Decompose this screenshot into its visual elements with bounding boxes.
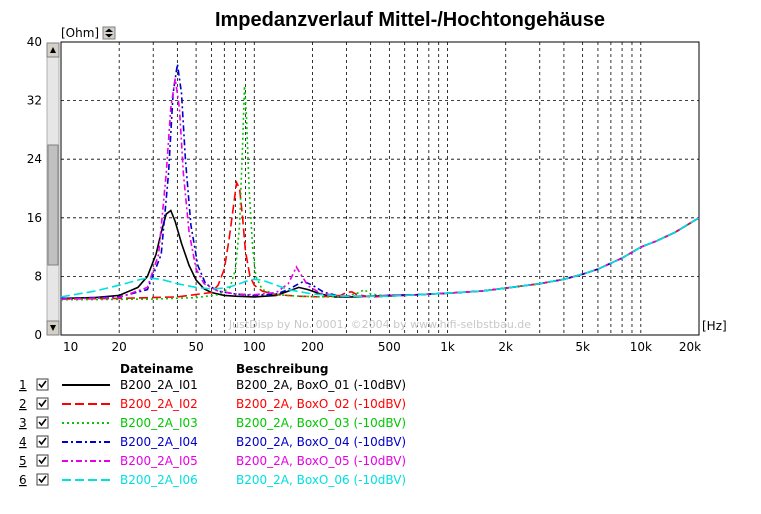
y-tick-label: 32 — [27, 94, 42, 108]
check-icon — [38, 456, 47, 465]
series-line-4 — [60, 63, 700, 300]
legend-row-number[interactable]: 4 — [19, 435, 27, 449]
y-tick-label: 8 — [34, 269, 42, 283]
y-scrollbar[interactable] — [46, 42, 60, 336]
legend-row-number[interactable]: 3 — [19, 416, 27, 430]
legend-row-number[interactable]: 2 — [19, 397, 27, 411]
legend-description: B200_2A, BoxO_02 (-10dBV) — [236, 397, 406, 411]
scroll-up-icon[interactable] — [50, 47, 56, 53]
legend-row-number[interactable]: 1 — [19, 378, 27, 392]
curves — [60, 63, 700, 301]
x-axis-unit: [Hz] — [702, 319, 727, 333]
check-icon — [38, 437, 47, 446]
legend-filename: B200_2A_I03 — [120, 416, 198, 430]
x-tick-label: 20 — [112, 340, 127, 354]
series-line-6 — [60, 217, 700, 298]
legend-filename: B200_2A_I06 — [120, 473, 198, 487]
x-tick-label: 1k — [440, 340, 455, 354]
legend-filename: B200_2A_I04 — [120, 435, 198, 449]
x-tick-labels: 10 20 50 100 200 500 1k 2k 5k 10k 20k — [63, 340, 701, 354]
spin-up-icon[interactable] — [105, 28, 113, 33]
x-tick-label: 10k — [630, 340, 652, 354]
y-tick-label: 24 — [27, 152, 42, 166]
scrollbar-thumb[interactable] — [47, 144, 59, 266]
y-tick-label: 0 — [34, 328, 42, 342]
legend-header-filename: Dateiname — [120, 362, 193, 376]
spin-down-icon[interactable] — [105, 34, 113, 38]
legend-row-number[interactable]: 6 — [19, 473, 27, 487]
x-tick-label: 5k — [575, 340, 590, 354]
x-tick-label: 100 — [243, 340, 266, 354]
x-tick-label: 2k — [498, 340, 513, 354]
legend-row-number[interactable]: 5 — [19, 454, 27, 468]
y-spinner[interactable] — [102, 26, 116, 40]
y-tick-labels: 0 8 16 24 32 40 — [27, 35, 42, 342]
x-tick-label: 20k — [679, 340, 701, 354]
legend-description: B200_2A, BoxO_03 (-10dBV) — [236, 416, 406, 430]
watermark: JustDisp by No. 0001, ©2004 by www.hifi-… — [228, 318, 531, 331]
scroll-down-icon[interactable] — [50, 325, 56, 331]
check-icon — [38, 399, 47, 408]
y-tick-label: 16 — [27, 211, 42, 225]
x-tick-label: 500 — [378, 340, 401, 354]
check-icon — [38, 418, 47, 427]
check-icon — [38, 380, 47, 389]
legend-description: B200_2A, BoxO_06 (-10dBV) — [236, 473, 406, 487]
legend-filename: B200_2A_I05 — [120, 454, 198, 468]
x-tick-label: 200 — [301, 340, 324, 354]
legend: 1 B200_2A_I01 B200_2A, BoxO_01 (-10dBV) 2 B2… — [19, 378, 406, 487]
plot-area — [60, 41, 700, 336]
legend-description: B200_2A, BoxO_05 (-10dBV) — [236, 454, 406, 468]
legend-description: B200_2A, BoxO_01 (-10dBV) — [236, 378, 406, 392]
legend-description: B200_2A, BoxO_04 (-10dBV) — [236, 435, 406, 449]
y-tick-label: 40 — [27, 35, 42, 49]
check-icon — [38, 475, 47, 484]
legend-filename: B200_2A_I01 — [120, 378, 198, 392]
chart-title: Impedanzverlauf Mittel-/Hochtongehäuse — [215, 9, 605, 31]
y-axis-unit: [Ohm] — [61, 26, 99, 40]
x-tick-label: 50 — [188, 340, 203, 354]
legend-header-description: Beschreibung — [236, 362, 329, 376]
legend-filename: B200_2A_I02 — [120, 397, 198, 411]
x-tick-label: 10 — [63, 340, 78, 354]
